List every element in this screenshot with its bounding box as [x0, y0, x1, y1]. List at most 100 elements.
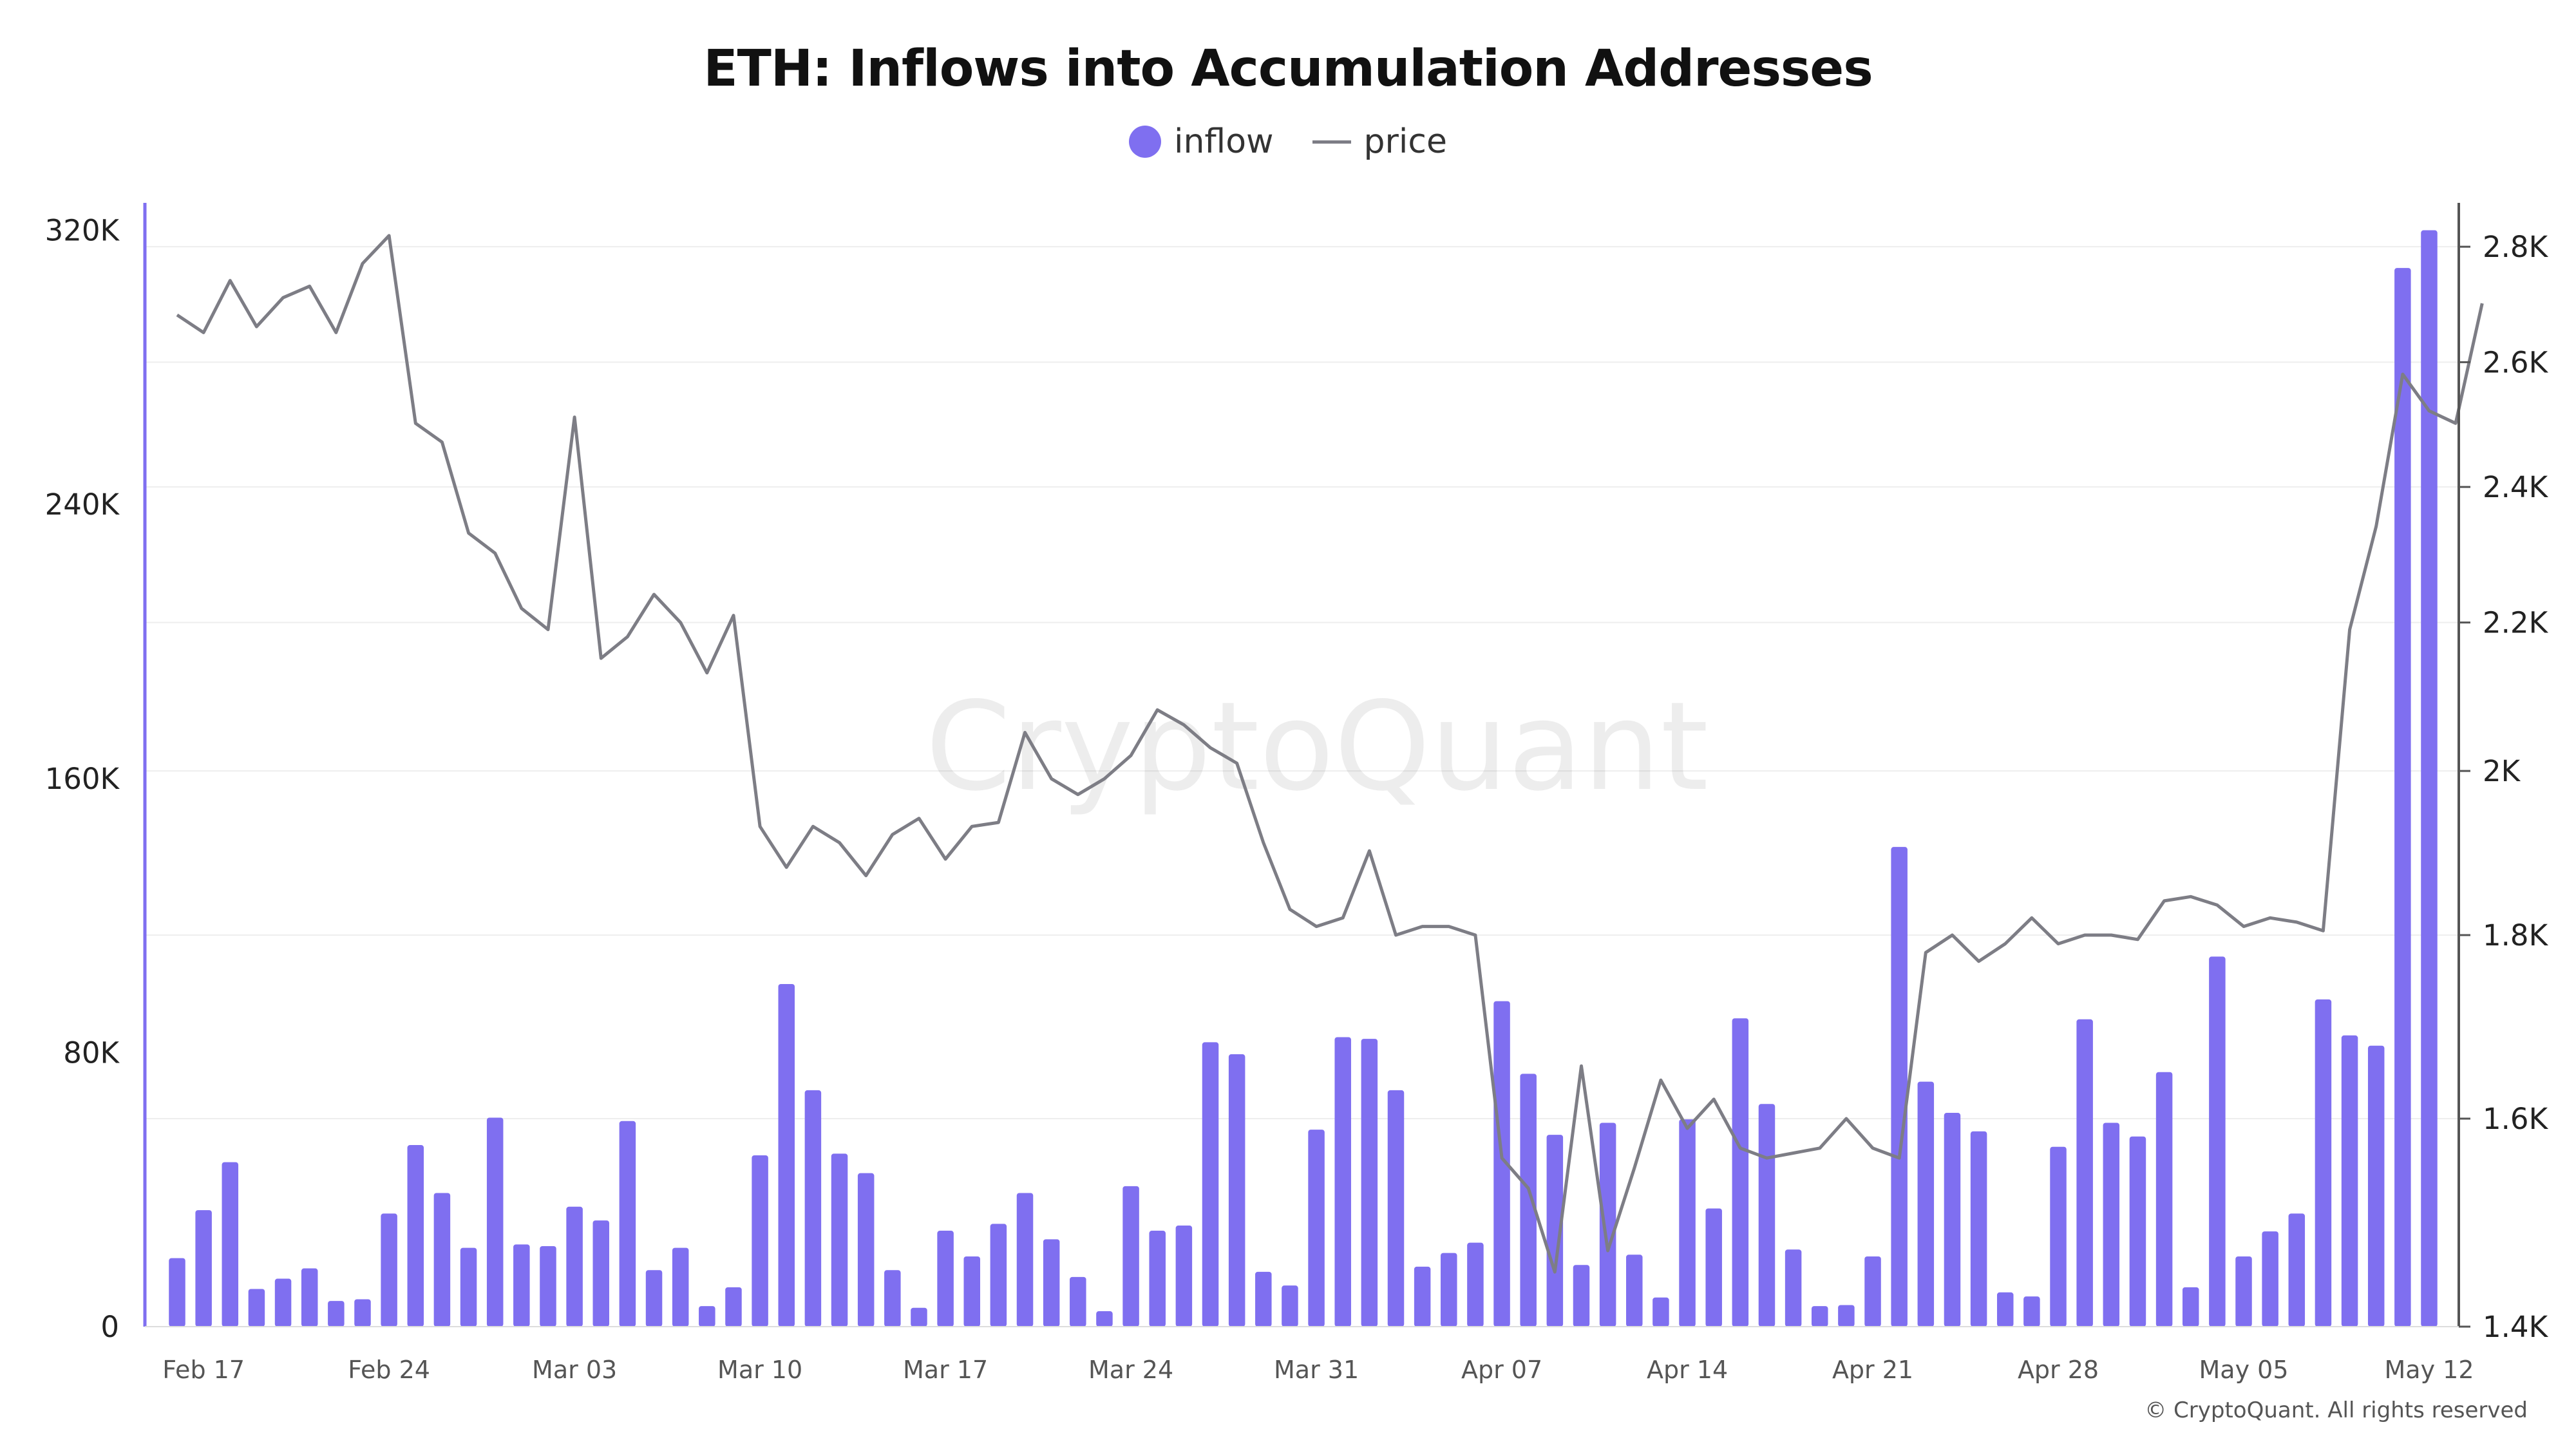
inflow-bar	[2050, 1146, 2067, 1327]
inflow-bar	[1944, 1113, 1961, 1327]
watermark: CryptoQuant	[925, 676, 1709, 818]
inflow-bar	[1626, 1255, 1643, 1327]
inflow-bar	[354, 1299, 371, 1327]
inflow-bar	[1758, 1104, 1776, 1327]
legend: inflow price	[0, 122, 2576, 161]
inflow-bar	[513, 1244, 530, 1327]
inflow-bar	[963, 1256, 980, 1327]
inflow-bar	[1679, 1119, 1696, 1327]
inflow-bar	[540, 1245, 556, 1327]
inflow-bar	[1308, 1130, 1325, 1327]
y-left-tick-label: 0	[100, 1310, 119, 1344]
inflow-bar	[1811, 1306, 1828, 1327]
x-tick-label: Mar 17	[903, 1356, 988, 1384]
legend-inflow-swatch	[1129, 126, 1162, 158]
chart-title: ETH: Inflows into Accumulation Addresses	[703, 40, 1873, 98]
legend-item-price[interactable]: price	[1312, 122, 1447, 161]
x-tick-label: May 05	[2199, 1356, 2289, 1384]
x-tick-label: Apr 21	[1832, 1356, 1913, 1384]
y-right-tick-label: 1.6K	[2483, 1102, 2549, 1136]
inflow-bar	[2288, 1213, 2306, 1327]
inflow-bar	[1705, 1208, 1722, 1327]
inflow-bar	[857, 1173, 875, 1327]
inflow-bar	[1785, 1249, 1802, 1327]
inflow-bar	[274, 1278, 292, 1327]
inflow-bar	[2394, 268, 2411, 1327]
y-left-tick-label: 80K	[63, 1036, 120, 1070]
inflow-bar	[1228, 1054, 1245, 1327]
inflow-bar	[1573, 1265, 1590, 1327]
inflow-bar	[672, 1247, 689, 1327]
y-left-tick-label: 320K	[45, 214, 120, 248]
y-right-tick-label: 2K	[2483, 754, 2521, 788]
inflow-bar	[990, 1224, 1007, 1327]
x-tick-label: Apr 07	[1461, 1356, 1542, 1384]
inflow-bar	[699, 1306, 715, 1327]
inflow-bar	[195, 1210, 212, 1327]
inflow-bar	[1202, 1042, 1219, 1327]
inflow-bar	[2182, 1287, 2199, 1327]
inflow-bar	[619, 1121, 636, 1327]
inflow-bar	[884, 1270, 901, 1327]
inflow-bar	[2023, 1296, 2040, 1327]
inflow-bar	[1546, 1135, 1564, 1327]
inflow-bar	[301, 1268, 318, 1327]
x-tick-label: Mar 03	[532, 1356, 617, 1384]
inflow-bar	[1838, 1305, 1855, 1327]
inflow-bar	[725, 1287, 742, 1327]
legend-item-inflow[interactable]: inflow	[1129, 122, 1274, 161]
inflow-bar	[1653, 1297, 1669, 1327]
inflow-bar	[1070, 1276, 1086, 1327]
inflow-bar	[1970, 1131, 1987, 1327]
inflow-bar	[2209, 956, 2226, 1327]
y-right-tick-label: 2.4K	[2483, 470, 2549, 504]
y-right-tick-label: 1.8K	[2483, 918, 2549, 952]
inflow-bar	[1122, 1186, 1139, 1327]
inflow-bar	[1361, 1039, 1378, 1327]
inflow-bar	[222, 1162, 239, 1327]
inflow-bar	[1493, 1001, 1510, 1327]
y-left-tick-label: 160K	[45, 762, 120, 796]
inflow-bar	[1520, 1074, 1537, 1327]
inflow-bar	[1864, 1256, 1881, 1327]
inflow-bar	[1599, 1122, 1616, 1327]
y-right-tick-label: 2.2K	[2483, 606, 2549, 640]
inflow-bar	[1732, 1018, 1749, 1327]
price-line	[176, 234, 2484, 1274]
inflow-bar	[2315, 999, 2332, 1327]
y-right-tick-label: 2.8K	[2483, 230, 2549, 264]
x-tick-label: Mar 31	[1274, 1356, 1359, 1384]
inflow-bar	[592, 1220, 610, 1327]
x-tick-label: Feb 17	[162, 1356, 245, 1384]
inflow-bar	[1996, 1292, 2014, 1327]
inflow-bar	[2076, 1019, 2093, 1327]
inflow-bar	[1387, 1090, 1405, 1327]
inflow-bar	[407, 1145, 424, 1327]
x-tick-label: Apr 28	[2018, 1356, 2099, 1384]
inflow-bar	[911, 1307, 927, 1327]
inflow-bar	[804, 1090, 822, 1327]
inflow-bar	[778, 983, 795, 1327]
legend-price-label: price	[1363, 122, 1447, 161]
inflow-bar	[2341, 1035, 2358, 1327]
inflow-bar	[645, 1270, 663, 1327]
inflow-bar	[1414, 1266, 1431, 1327]
inflow-bar	[1016, 1193, 1034, 1327]
inflow-bar	[2129, 1136, 2146, 1327]
inflow-bar	[752, 1155, 768, 1327]
legend-price-swatch	[1312, 140, 1351, 144]
inflow-bar	[1043, 1239, 1060, 1327]
inflow-bar	[1149, 1231, 1166, 1327]
inflow-bar	[566, 1206, 583, 1327]
inflow-bar	[2155, 1072, 2173, 1327]
inflow-bar	[2421, 230, 2438, 1327]
x-tick-label: May 12	[2385, 1356, 2474, 1384]
inflow-bar	[169, 1258, 185, 1327]
inflow-bar	[1282, 1285, 1298, 1327]
inflow-bar	[2367, 1045, 2385, 1327]
y-right-tick-label: 2.6K	[2483, 345, 2549, 379]
x-tick-label: Apr 14	[1647, 1356, 1728, 1384]
inflow-bar	[460, 1247, 477, 1327]
inflow-bar	[381, 1213, 397, 1327]
